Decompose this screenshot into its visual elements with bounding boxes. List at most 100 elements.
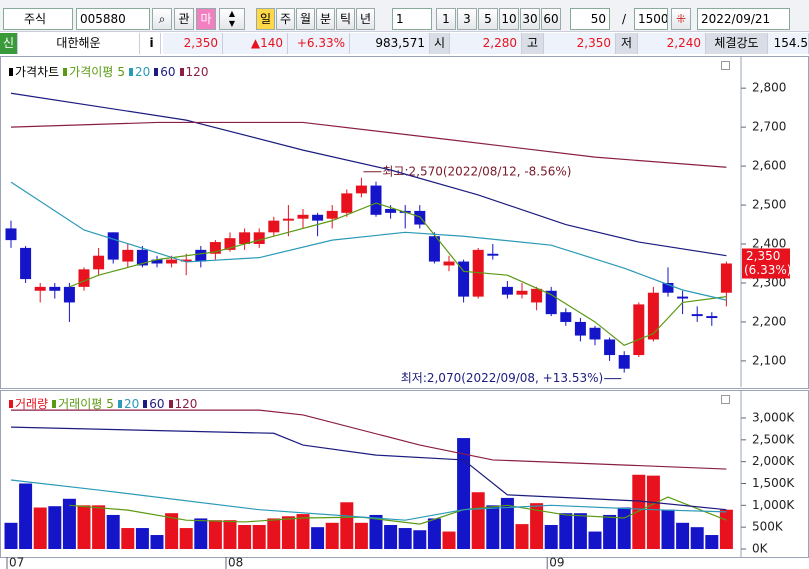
period-button[interactable]: 년 xyxy=(356,8,375,30)
candle-body xyxy=(195,249,207,262)
minute-button[interactable]: 1 xyxy=(436,8,456,30)
y-tick-label: 500K xyxy=(752,520,784,534)
volume-bar xyxy=(690,527,704,550)
low-annotation: 최저:2,070(2022/09/08, +13.53%) xyxy=(401,371,603,385)
volume-bar xyxy=(340,502,354,550)
strength: 154.5 xyxy=(768,33,809,54)
candle-body xyxy=(414,210,426,225)
volume-bar xyxy=(486,505,500,550)
volume-bar xyxy=(530,503,544,550)
volume-bar xyxy=(311,527,325,550)
market-select[interactable]: 주식 xyxy=(3,8,73,30)
date-input[interactable]: 2022/09/21 xyxy=(697,8,790,30)
y-tick-label: 2,500 xyxy=(752,198,786,212)
legend-item: 20 xyxy=(128,65,150,79)
candle-body xyxy=(472,249,484,297)
legend-item: 가격차트 xyxy=(9,63,59,80)
volume-bar xyxy=(106,514,120,550)
volume-bar xyxy=(500,497,514,550)
candle-body xyxy=(239,232,251,245)
volume-bar xyxy=(121,528,135,550)
volume-bar xyxy=(33,507,47,550)
volume-bar xyxy=(442,531,456,550)
ma-line xyxy=(10,426,727,511)
volume-bar xyxy=(208,520,222,550)
legend-swatch xyxy=(9,68,13,76)
ma-line xyxy=(11,409,727,470)
volume-bar xyxy=(296,514,310,550)
panel-button[interactable] xyxy=(721,395,730,404)
minute-button[interactable]: 3 xyxy=(457,8,477,30)
change: ▲140 xyxy=(223,33,288,54)
count-input[interactable]: 50 xyxy=(570,8,610,30)
legend-item: 120 xyxy=(179,65,208,79)
y-tick-label: 3,000K xyxy=(752,410,795,424)
panel-button[interactable] xyxy=(721,61,730,70)
minute-button[interactable]: 30 xyxy=(520,8,540,30)
search-button[interactable]: ⌕ xyxy=(152,8,172,30)
legend-item: 60 xyxy=(143,397,165,411)
x-tick-label: 09 xyxy=(549,556,564,569)
candle-body xyxy=(20,247,32,280)
candle-body xyxy=(560,312,572,322)
candle-body xyxy=(63,286,75,303)
legend-item: 거래량 xyxy=(9,395,48,412)
x-tick-label: 08 xyxy=(228,556,243,569)
legend-swatch xyxy=(128,67,133,76)
candle-body xyxy=(691,314,703,317)
info-button[interactable]: i xyxy=(143,33,161,54)
high-annotation: 최고:2,570(2022/08/12, -8.56%) xyxy=(382,164,571,178)
legend-item: 20 xyxy=(117,397,139,411)
period-button[interactable]: 월 xyxy=(296,8,315,30)
volume-bar xyxy=(544,524,558,550)
y-tick-label: 1,500K xyxy=(752,476,795,490)
volume-bar xyxy=(661,509,675,550)
watch-button[interactable]: 관 xyxy=(174,8,194,30)
volume-bar xyxy=(369,514,383,550)
ma-line xyxy=(69,496,727,525)
volume-bar xyxy=(588,531,602,550)
legend-item: 5 xyxy=(117,64,125,79)
minute-button[interactable]: 5 xyxy=(478,8,498,30)
settings-button[interactable]: ⁜ xyxy=(671,8,691,30)
candle-body xyxy=(253,232,265,245)
volume-bar xyxy=(135,528,149,550)
interval-select[interactable]: 1 xyxy=(392,8,432,30)
volume: 983,571 xyxy=(350,33,430,54)
period-button[interactable]: 주 xyxy=(276,8,295,30)
candle-body xyxy=(49,286,61,291)
legend-swatch xyxy=(168,399,173,408)
legend-item: 거래이평 xyxy=(52,395,102,412)
period-button[interactable]: 틱 xyxy=(336,8,355,30)
candle-body xyxy=(516,290,528,295)
code-input[interactable]: 005880 xyxy=(76,8,150,30)
rate: +6.33% xyxy=(288,33,350,54)
volume-bar xyxy=(427,518,441,550)
candle-body xyxy=(180,259,192,262)
y-tick-label: 2,700 xyxy=(752,120,786,134)
minute-button[interactable]: 60 xyxy=(541,8,561,30)
volume-bar xyxy=(267,518,281,550)
legend-item: 120 xyxy=(168,397,197,411)
y-tick-label: 2,800 xyxy=(752,81,786,95)
legend-swatch xyxy=(9,400,13,408)
price-panel: 가격차트 가격이평 5 20 60 120 xyxy=(0,56,809,389)
legend-swatch xyxy=(154,67,159,76)
y-tick-label: 0K xyxy=(752,542,769,556)
ma-button[interactable]: 마 xyxy=(196,8,216,30)
ma-line xyxy=(10,92,727,257)
candle-body xyxy=(545,290,557,315)
period-button[interactable]: 분 xyxy=(316,8,335,30)
minute-button[interactable]: 10 xyxy=(499,8,519,30)
total-input[interactable]: 1500 xyxy=(634,8,668,30)
candle-body xyxy=(589,327,601,340)
period-button[interactable]: 일 xyxy=(256,8,275,30)
candle-body xyxy=(122,249,134,262)
badge: 신 xyxy=(0,33,18,54)
spinner[interactable]: ▲ ▼ xyxy=(219,8,245,30)
ma-line xyxy=(10,121,727,168)
last-price-box xyxy=(742,248,790,279)
volume-bar xyxy=(705,535,719,550)
volume-bar xyxy=(413,530,427,550)
volume-bar xyxy=(4,522,18,550)
